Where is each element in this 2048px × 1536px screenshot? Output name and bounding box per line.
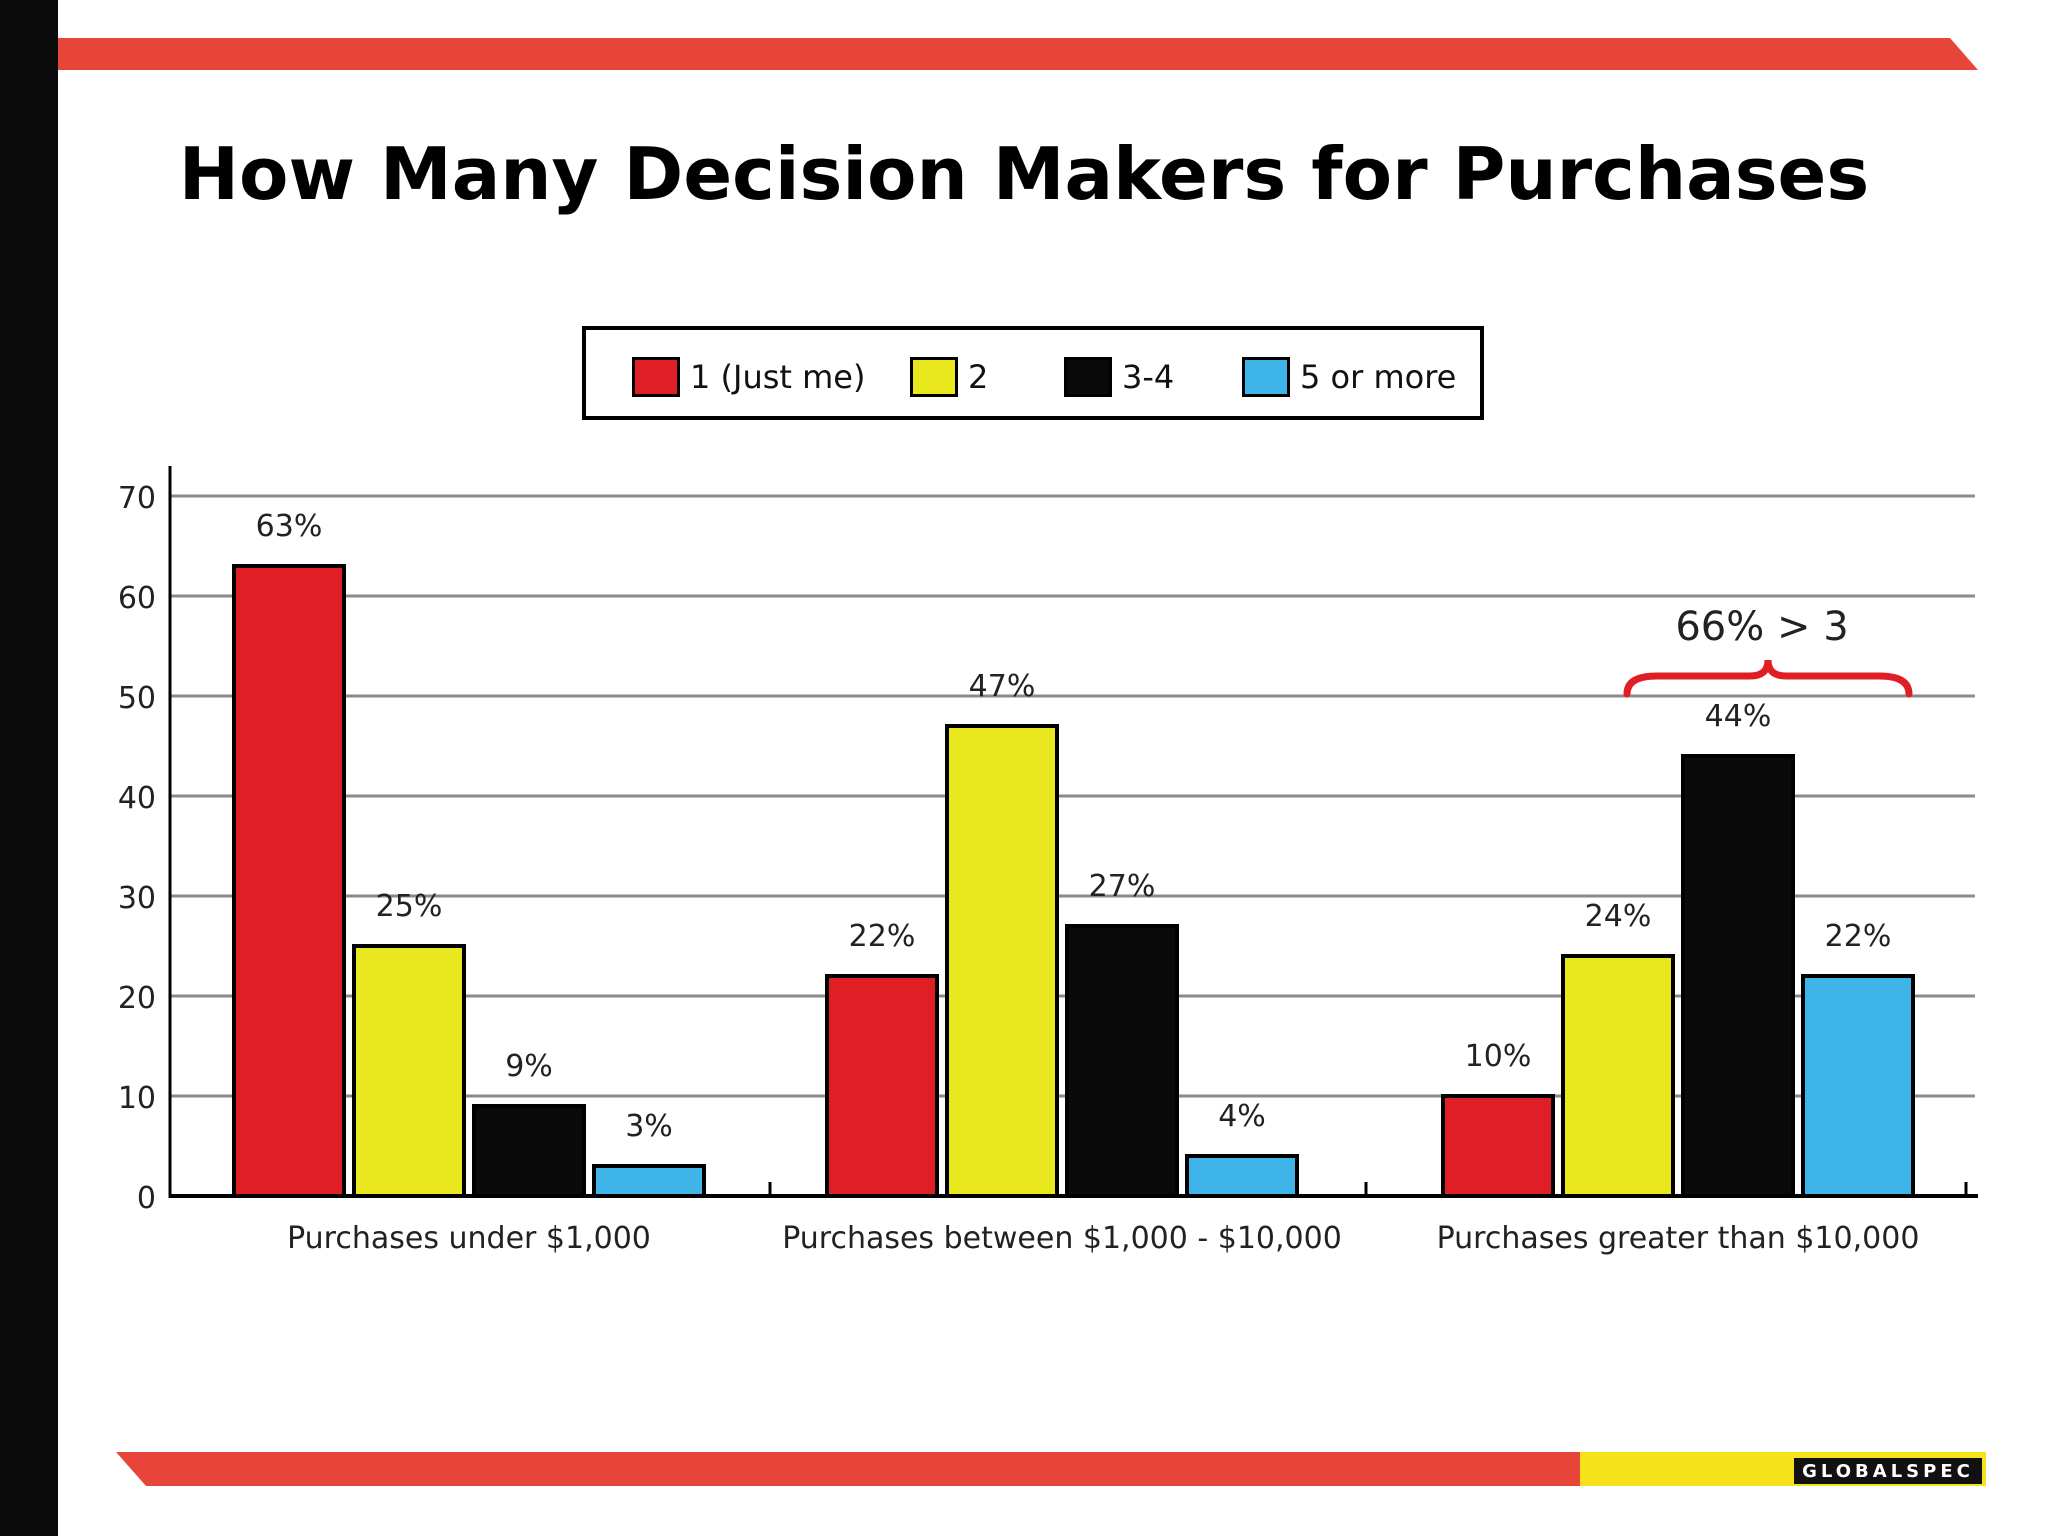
bar	[1561, 954, 1675, 1198]
y-tick-label: 40	[118, 781, 156, 816]
data-label: 25%	[376, 889, 443, 924]
legend-label: 2	[968, 358, 989, 396]
annotation-text: 66% > 3	[1675, 604, 1848, 650]
legend-item: 3-4	[1064, 356, 1174, 398]
bar	[1801, 974, 1915, 1198]
data-label: 22%	[849, 919, 916, 954]
data-label: 4%	[1218, 1099, 1266, 1134]
y-tick-label: 20	[118, 981, 156, 1016]
bar	[825, 974, 939, 1198]
legend-label: 3-4	[1122, 358, 1175, 396]
legend-item: 2	[910, 356, 988, 398]
y-tick-label: 10	[118, 1081, 156, 1116]
left-black-bar	[0, 0, 58, 1536]
data-label: 9%	[505, 1049, 553, 1084]
legend-swatch	[632, 357, 680, 397]
y-tick-label: 70	[118, 481, 156, 516]
bar	[945, 724, 1059, 1198]
bar	[1185, 1154, 1299, 1198]
page-title: How Many Decision Makers for Purchases	[178, 132, 1870, 216]
category-label: Purchases under $1,000	[287, 1221, 651, 1256]
globalspec-logo: GLOBALSPEC	[1794, 1458, 1982, 1484]
legend-swatch	[1242, 357, 1290, 397]
bar	[592, 1164, 706, 1198]
top-red-stripe	[58, 38, 1978, 70]
data-label: 47%	[969, 669, 1036, 704]
bar	[472, 1104, 586, 1198]
bar	[1441, 1094, 1555, 1198]
category-label: Purchases greater than $10,000	[1437, 1221, 1920, 1256]
y-tick-label: 50	[118, 681, 156, 716]
annotation-brace	[1623, 659, 1913, 698]
bar	[352, 944, 466, 1198]
y-tick-label: 30	[118, 881, 156, 916]
data-label: 24%	[1585, 899, 1652, 934]
data-label: 27%	[1089, 869, 1156, 904]
bar	[1065, 924, 1179, 1198]
legend-item: 1 (Just me)	[632, 356, 865, 398]
bottom-stripe	[116, 1452, 1986, 1486]
legend-swatch	[1064, 357, 1112, 397]
legend-label: 1 (Just me)	[690, 358, 866, 396]
legend-item: 5 or more	[1242, 356, 1456, 398]
legend-label: 5 or more	[1300, 358, 1457, 396]
bar	[1681, 754, 1795, 1198]
chart-legend: 1 (Just me) 2 3-4 5 or more	[582, 326, 1484, 420]
data-label: 3%	[625, 1109, 673, 1144]
category-label: Purchases between $1,000 - $10,000	[782, 1221, 1342, 1256]
data-label: 22%	[1825, 919, 1892, 954]
data-label: 10%	[1465, 1039, 1532, 1074]
y-tick-label: 60	[118, 581, 156, 616]
data-label: 63%	[256, 509, 323, 544]
y-tick-label: 0	[137, 1181, 156, 1216]
bar	[232, 564, 346, 1198]
data-label: 44%	[1705, 699, 1772, 734]
bar-chart: 0 10 20 30 40 50 60 70 63% 25% 9% 3% Purchases under…	[118, 466, 1978, 1256]
legend-swatch	[910, 357, 958, 397]
